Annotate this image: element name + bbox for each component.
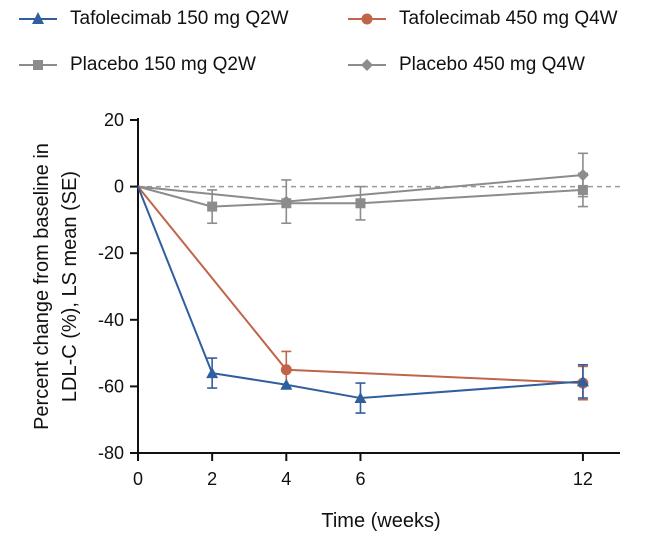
x-tick-label: 0 (133, 469, 143, 489)
x-tick-label: 2 (207, 469, 217, 489)
legend-label: Tafolecimab 150 mg Q2W (70, 8, 289, 29)
legend-label: Tafolecimab 450 mg Q4W (399, 8, 618, 29)
data-point (354, 392, 367, 404)
data-point (280, 364, 292, 376)
y-axis-title-line: LDL-C (%), LS mean (SE) (59, 171, 81, 402)
data-point (280, 378, 293, 390)
y-tick-label: -40 (98, 310, 124, 330)
legend-line-triangle-icon (19, 12, 57, 24)
y-tick-label: -60 (98, 376, 124, 396)
y-axis-title-line: Percent change from baseline in (31, 143, 53, 430)
legend-item-placebo-150: Placebo 150 mg Q2W (18, 50, 256, 80)
legend-label: Placebo 150 mg Q2W (70, 54, 256, 75)
y-tick-label: -80 (98, 443, 124, 463)
data-point (355, 198, 366, 209)
legend-line-circle-icon (348, 13, 386, 25)
data-point (576, 375, 589, 387)
legend-label: Placebo 450 mg Q4W (399, 54, 585, 75)
x-tick-label: 12 (573, 469, 593, 489)
data-point (206, 367, 219, 379)
legend-item-tafolecimab-150: Tafolecimab 150 mg Q2W (18, 4, 289, 34)
x-axis-title: Time (weeks) (321, 510, 440, 532)
legend-line-diamond-icon (348, 59, 386, 71)
y-axis-title: Percent change from baseline in LDL-C (%)… (31, 143, 81, 430)
legend: Tafolecimab 150 mg Q2W Tafolecimab 450 m… (0, 0, 650, 90)
data-point (576, 168, 589, 181)
y-tick-label: -20 (98, 243, 124, 263)
legend-line-square-icon (19, 60, 57, 70)
y-tick-label: 0 (114, 177, 124, 197)
x-tick-label: 6 (355, 469, 365, 489)
y-tick-label: 20 (104, 110, 124, 130)
legend-item-tafolecimab-450: Tafolecimab 450 mg Q4W (347, 4, 618, 34)
data-point (207, 201, 218, 212)
legend-item-placebo-450: Placebo 450 mg Q4W (347, 50, 585, 80)
data-point (280, 195, 293, 208)
x-tick-label: 4 (281, 469, 291, 489)
